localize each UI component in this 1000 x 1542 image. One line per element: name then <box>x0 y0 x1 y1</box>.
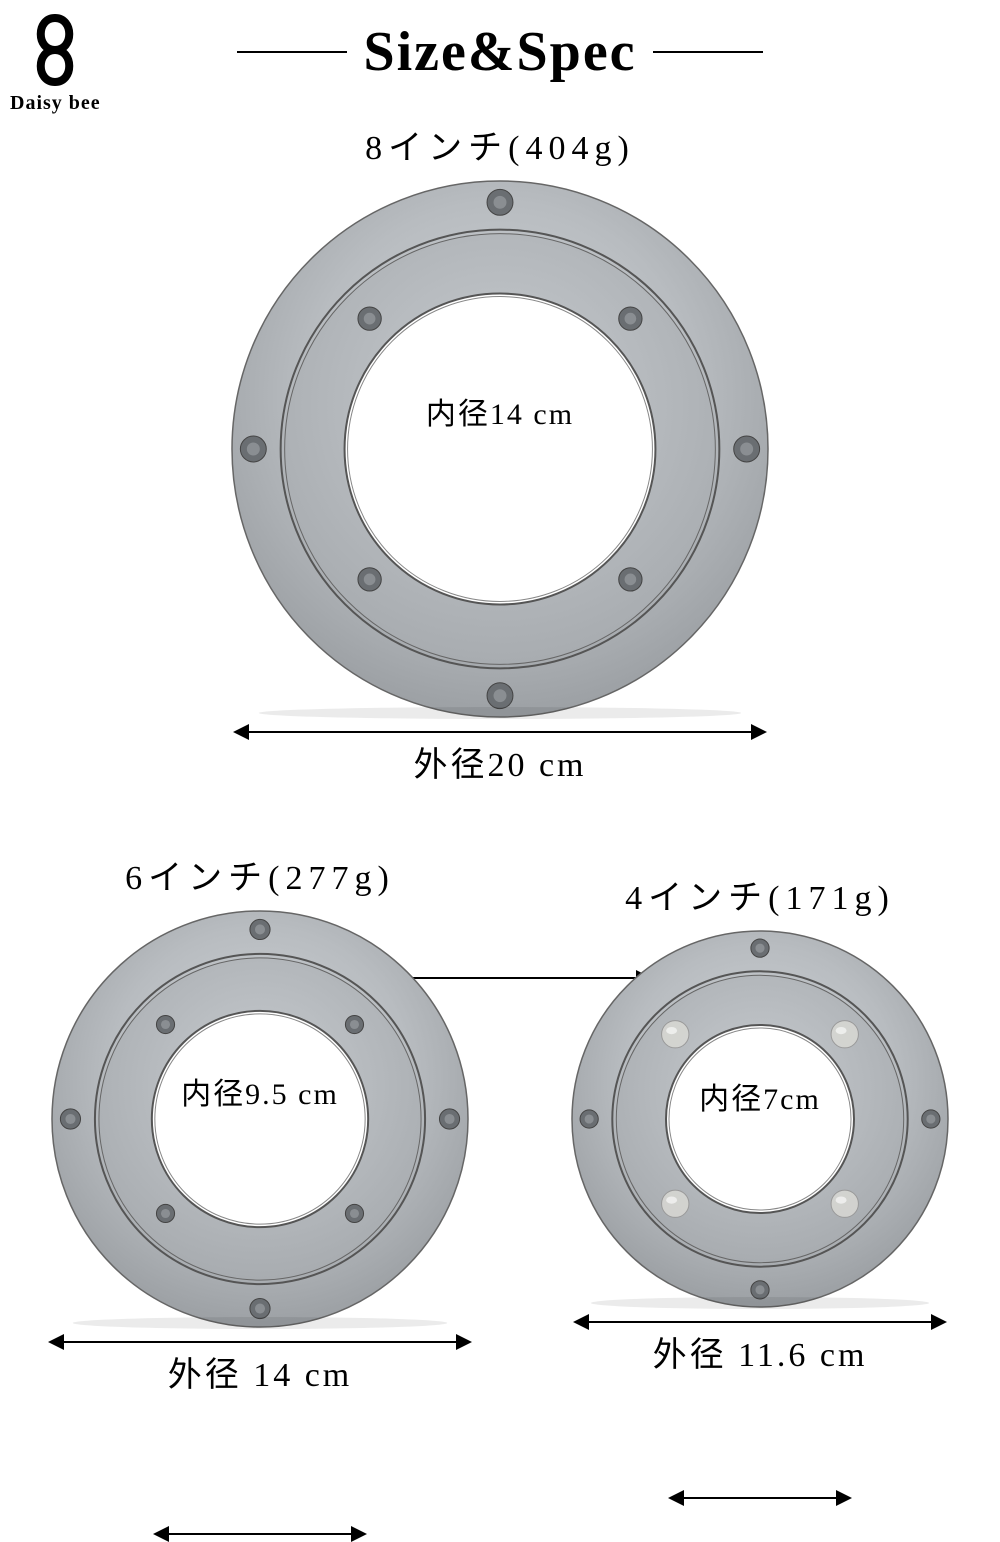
outer-diameter-label: 外径 11.6 cm <box>560 1327 960 1376</box>
ring-diagram: 内径14 cm <box>230 179 770 719</box>
ring-diagram: 内径9.5 cm <box>50 909 470 1329</box>
product-p6: 6インチ(277g) <box>40 850 480 1396</box>
inner-diameter-arrow <box>670 1497 850 1499</box>
product-p4: 4インチ(171g) <box>560 870 960 1376</box>
outer-diameter-arrow <box>50 1341 470 1343</box>
product-title: 4インチ(171g) <box>560 870 960 919</box>
product-title: 8インチ(404g) <box>230 120 770 169</box>
page-header: Size&Spec <box>0 20 1000 84</box>
product-p8: 8インチ(404g) <box>230 120 770 786</box>
outer-diameter-label: 外径 14 cm <box>40 1347 480 1396</box>
ring-diagram: 内径7cm <box>570 929 950 1309</box>
product-title: 6インチ(277g) <box>40 850 480 899</box>
brand-name: Daisy bee <box>10 92 101 115</box>
header-rule-right <box>653 51 763 53</box>
page-title: Size&Spec <box>363 20 636 84</box>
outer-diameter-arrow <box>235 731 765 733</box>
outer-diameter-arrow <box>575 1321 945 1323</box>
header-rule-left <box>237 51 347 53</box>
inner-diameter-label: 内径9.5 cm <box>181 1069 339 1113</box>
inner-diameter-label: 内径14 cm <box>426 389 574 433</box>
inner-diameter-arrow <box>155 1533 365 1535</box>
inner-diameter-label: 内径7cm <box>699 1074 821 1118</box>
outer-diameter-label: 外径20 cm <box>230 737 770 786</box>
